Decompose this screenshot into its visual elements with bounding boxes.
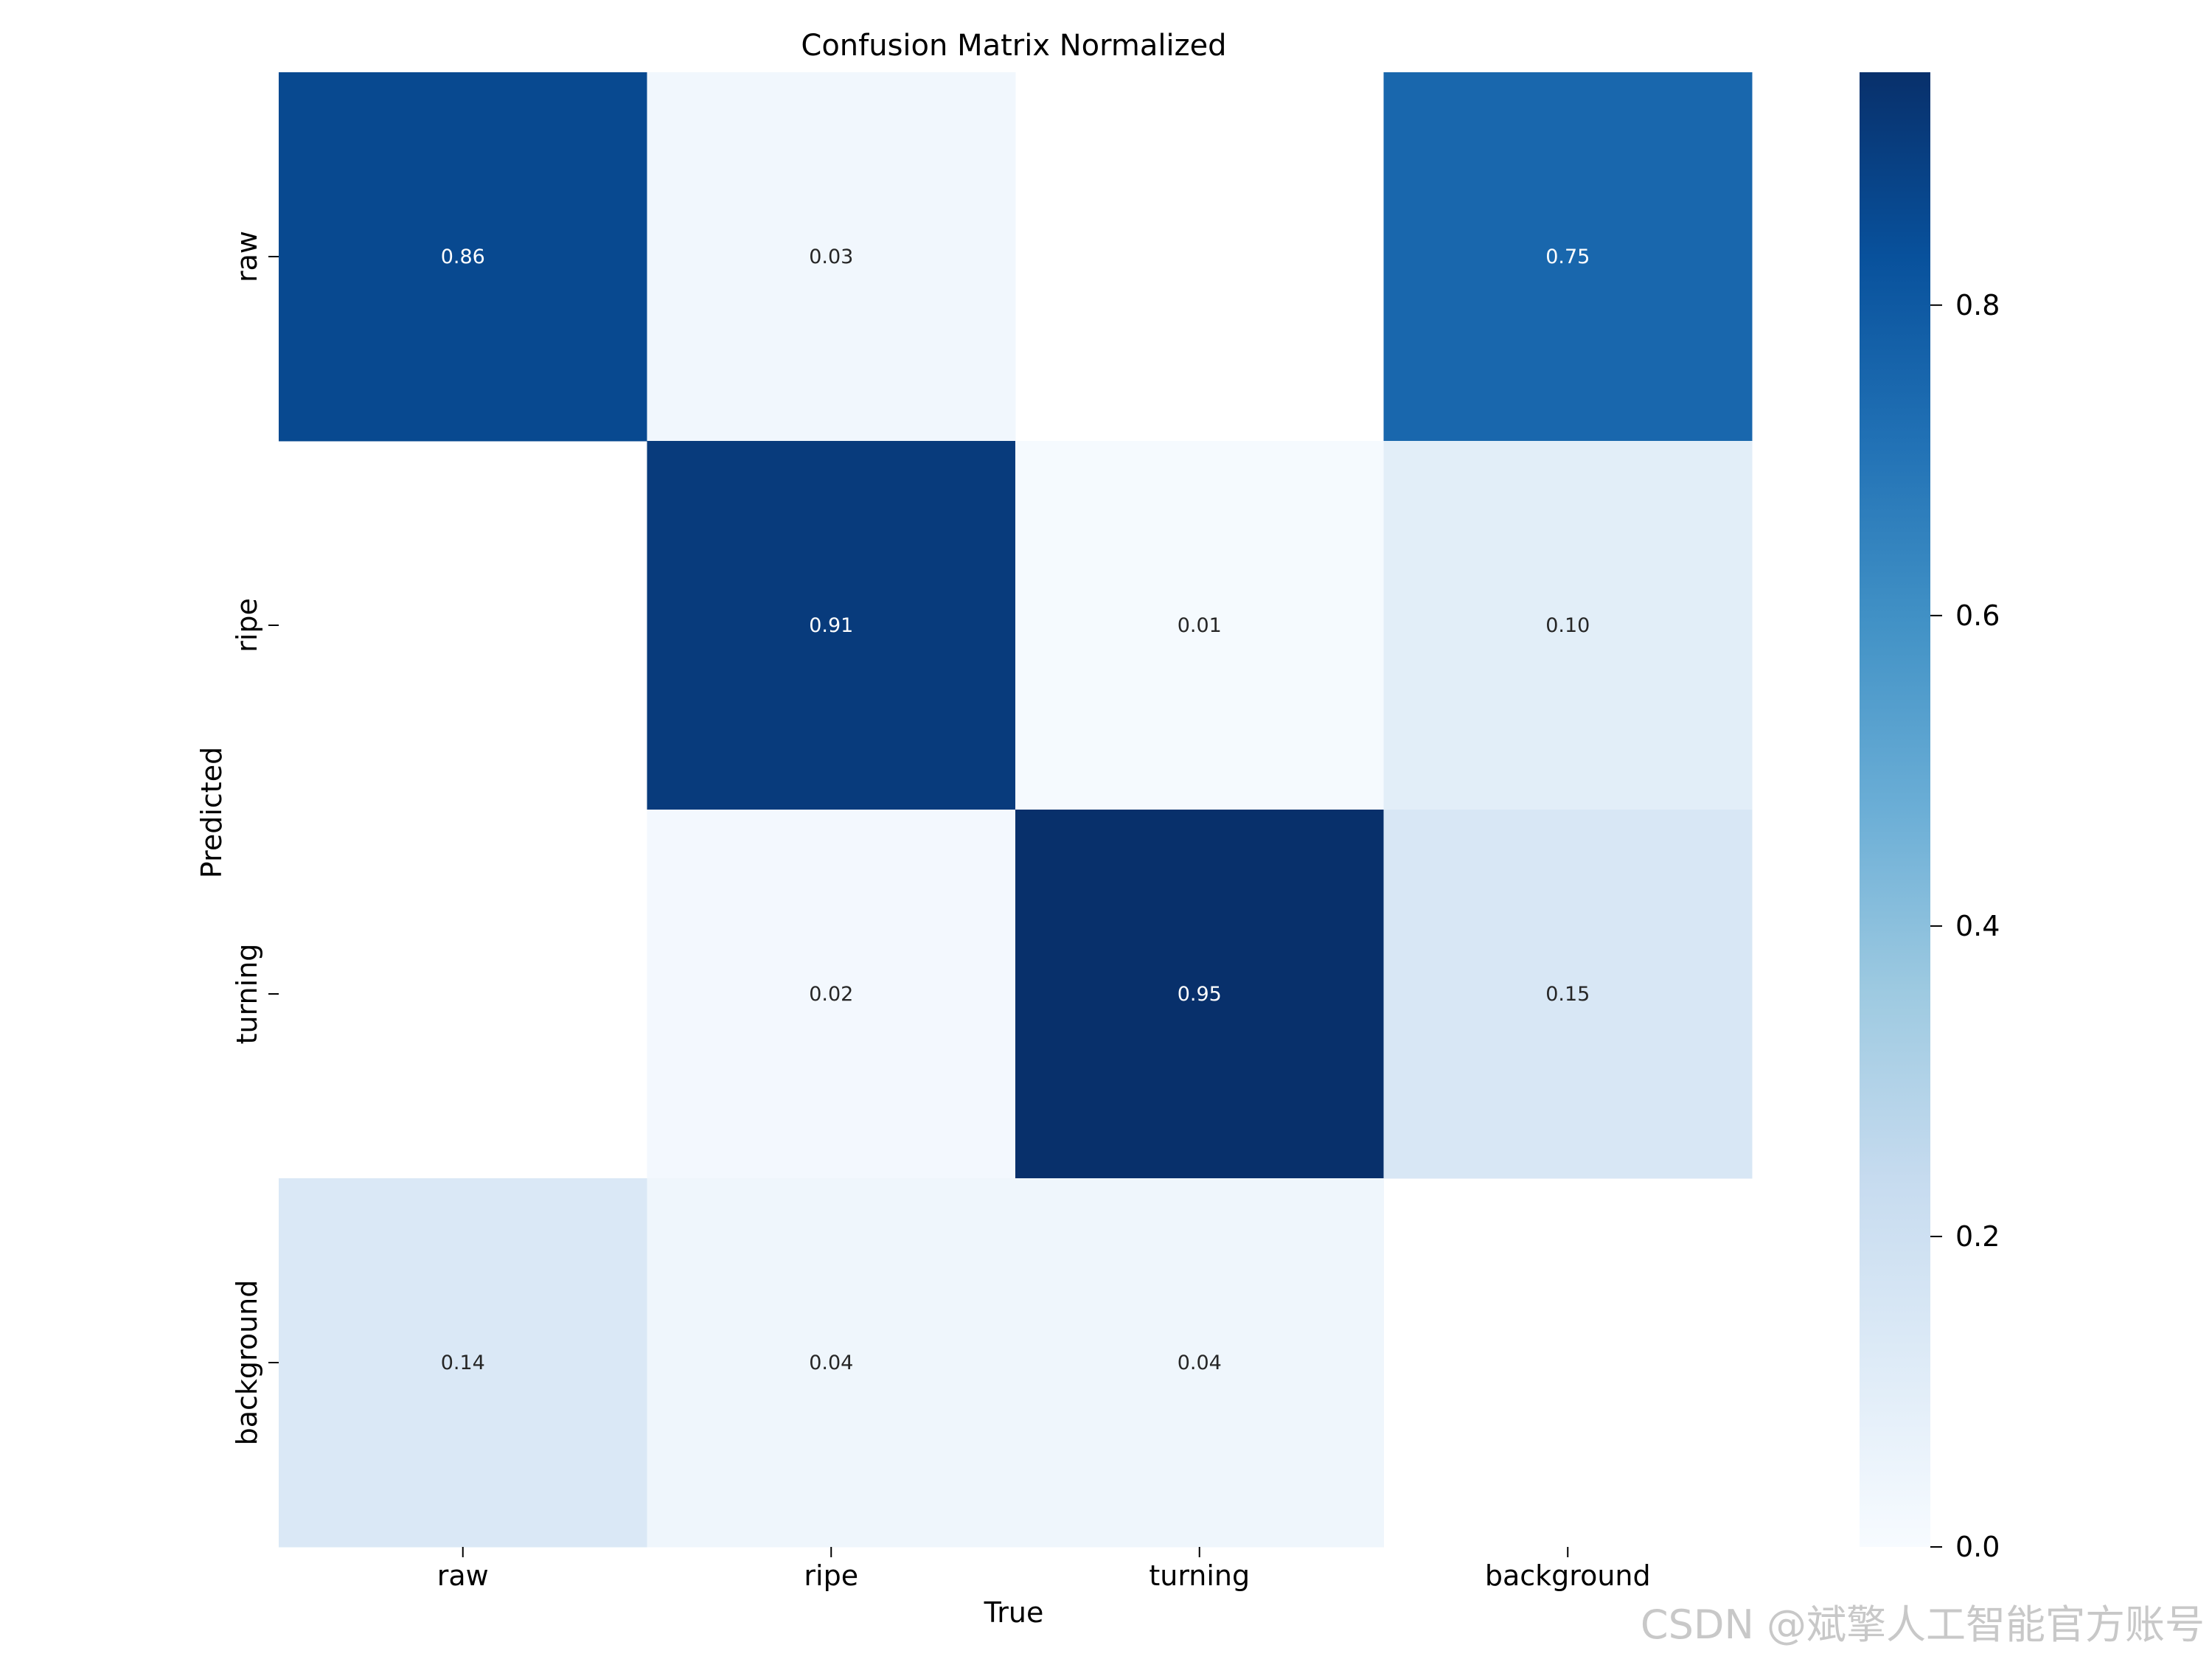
colorbar-gradient [1860,72,1930,1547]
x-axis-ticks: raw ripe turning background [437,1547,1651,1592]
heatmap-cell [647,1178,1016,1548]
cell-value-label: 0.01 [1178,614,1222,637]
colorbar: 0.0 0.2 0.4 0.6 0.8 [1860,72,2000,1563]
heatmap-cell [1015,810,1384,1179]
heatmap-cell [279,1178,647,1548]
y-tick-label: ripe [231,598,263,653]
heatmap-cell [647,441,1016,810]
cell-value-label: 0.04 [809,1352,853,1374]
heatmap-cells: 0.86 0.03 0.75 0.91 0.01 0.10 0.02 0.95 0.15 0.14… [279,72,1753,1548]
x-axis-label: True [984,1596,1044,1629]
y-axis-label: Predicted [195,747,228,878]
colorbar-tick-label: 0.2 [1955,1220,2000,1253]
cell-value-label: 0.86 [441,246,485,268]
colorbar-tick-label: 0.0 [1955,1531,2000,1563]
x-tick-label: raw [437,1559,489,1592]
colorbar-ticks: 0.0 0.2 0.4 0.6 0.8 [1930,289,2000,1563]
y-tick-label: background [231,1280,263,1446]
cell-value-label: 0.03 [809,246,853,268]
x-tick-label: ripe [804,1559,858,1592]
x-tick-label: background [1485,1559,1651,1592]
watermark-text: CSDN @斌擎人工智能官方账号 [1641,1601,2205,1648]
heatmap-cell [647,810,1016,1179]
colorbar-tick-label: 0.4 [1955,910,2000,942]
y-axis-ticks: raw ripe turning background [231,231,279,1445]
cell-value-label: 0.10 [1545,614,1590,637]
cell-value-label: 0.04 [1178,1352,1222,1374]
cell-value-label: 0.15 [1545,983,1590,1006]
heatmap-cell [647,72,1016,442]
heatmap-cell [1383,441,1753,810]
cell-value-label: 0.91 [809,614,853,637]
heatmap-cell [279,72,647,442]
heatmap-cell [1015,441,1384,810]
y-tick-label: turning [231,944,263,1045]
heatmap-cell [1383,72,1753,442]
chart-title: Confusion Matrix Normalized [801,29,1226,63]
cell-value-label: 0.95 [1178,983,1222,1006]
colorbar-tick-label: 0.8 [1955,289,2000,321]
heatmap-cell [1015,1178,1384,1548]
x-tick-label: turning [1149,1559,1250,1592]
cell-value-label: 0.14 [441,1352,485,1374]
cell-value-label: 0.02 [809,983,853,1006]
colorbar-tick-label: 0.6 [1955,599,2000,632]
cell-value-label: 0.75 [1545,246,1590,268]
heatmap-cell [1383,810,1753,1179]
y-tick-label: raw [231,231,263,282]
